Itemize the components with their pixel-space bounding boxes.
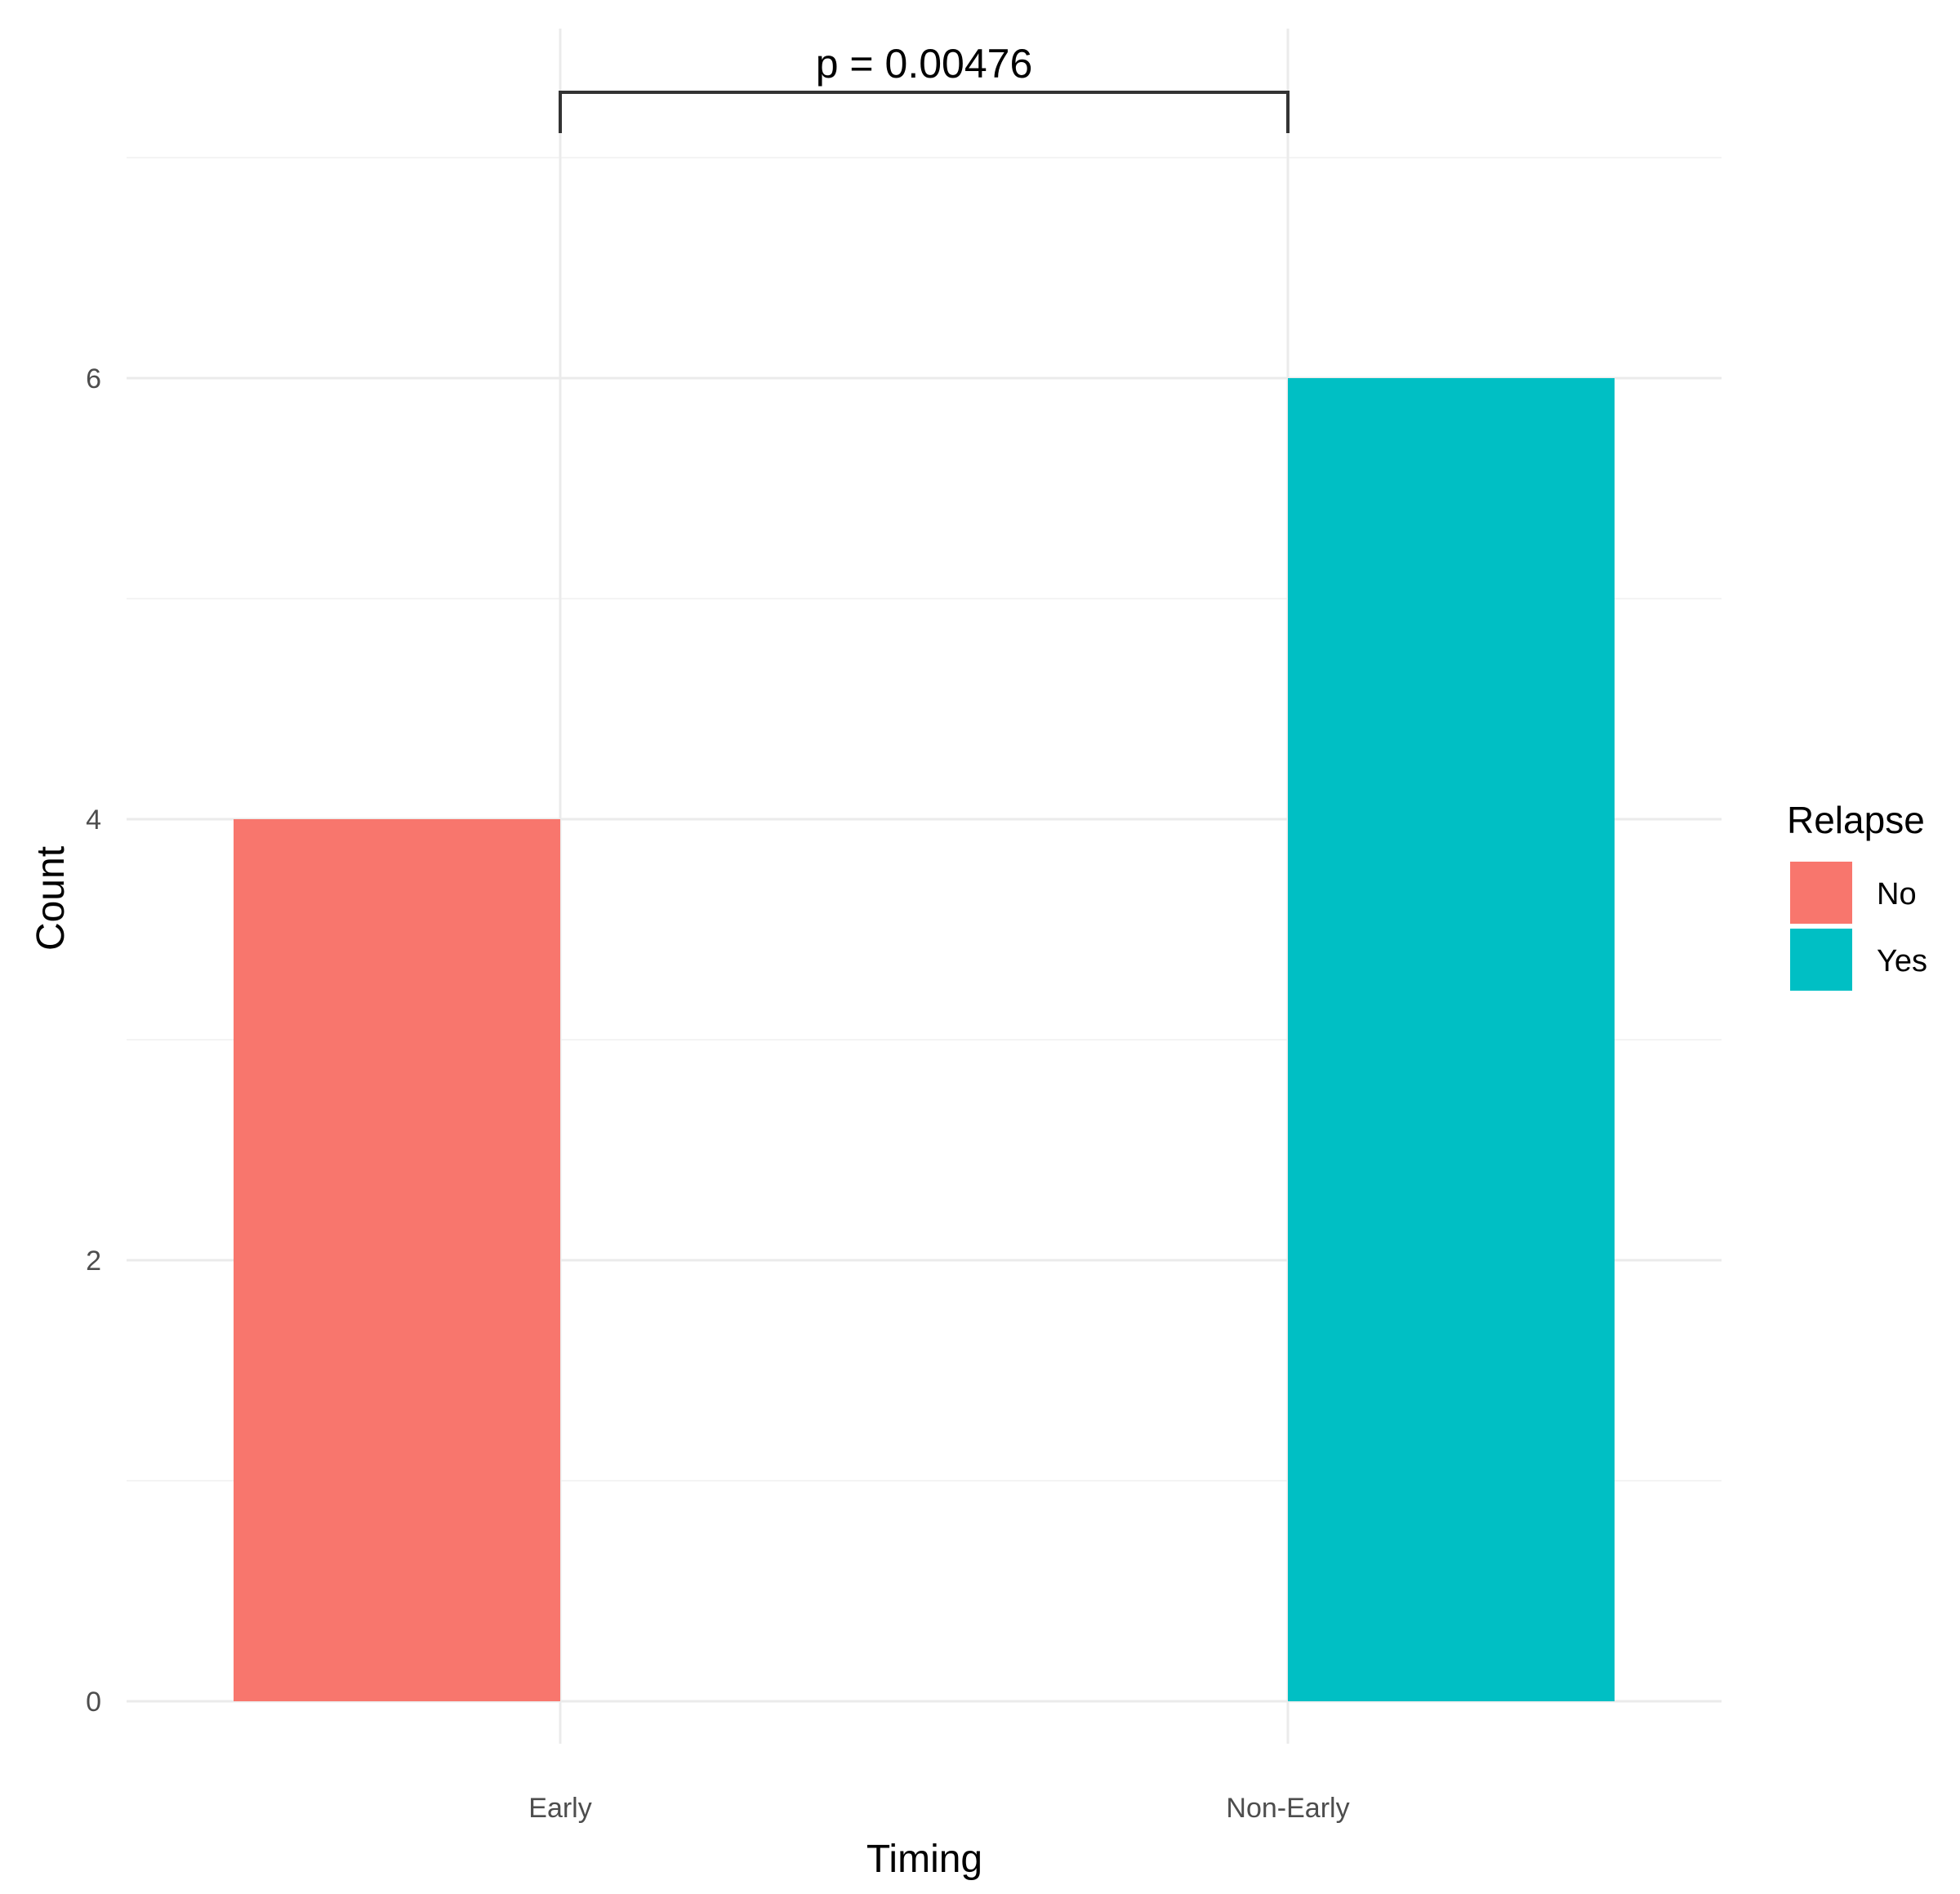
y-tick-label: 0 [86, 1687, 101, 1718]
y-axis-title: Count [29, 846, 73, 951]
bracket-line [559, 91, 1290, 133]
legend: Relapse No Yes [1787, 799, 1927, 991]
y-axis-ticks: 0 2 4 6 [86, 363, 101, 1718]
legend-label-yes: Yes [1877, 944, 1927, 978]
x-axis-title: Timing [866, 1838, 982, 1881]
p-value-annotation: p = 0.00476 [816, 41, 1033, 87]
legend-title: Relapse [1787, 799, 1925, 841]
y-tick-label: 6 [86, 363, 101, 394]
legend-label-no: No [1877, 877, 1917, 911]
bar-no-early [234, 819, 560, 1701]
bars [234, 378, 1615, 1701]
x-tick-label: Early [528, 1793, 591, 1824]
legend-swatch-no [1790, 862, 1852, 924]
legend-items: No Yes [1790, 862, 1927, 991]
legend-swatch-yes [1790, 929, 1852, 991]
x-tick-label: Non-Early [1226, 1793, 1349, 1824]
x-axis-ticks: Early Non-Early [528, 1793, 1349, 1824]
y-tick-label: 2 [86, 1246, 101, 1277]
y-tick-label: 4 [86, 804, 101, 836]
significance-bracket: p = 0.00476 [559, 41, 1290, 133]
bar-yes-non-early [1288, 378, 1615, 1701]
